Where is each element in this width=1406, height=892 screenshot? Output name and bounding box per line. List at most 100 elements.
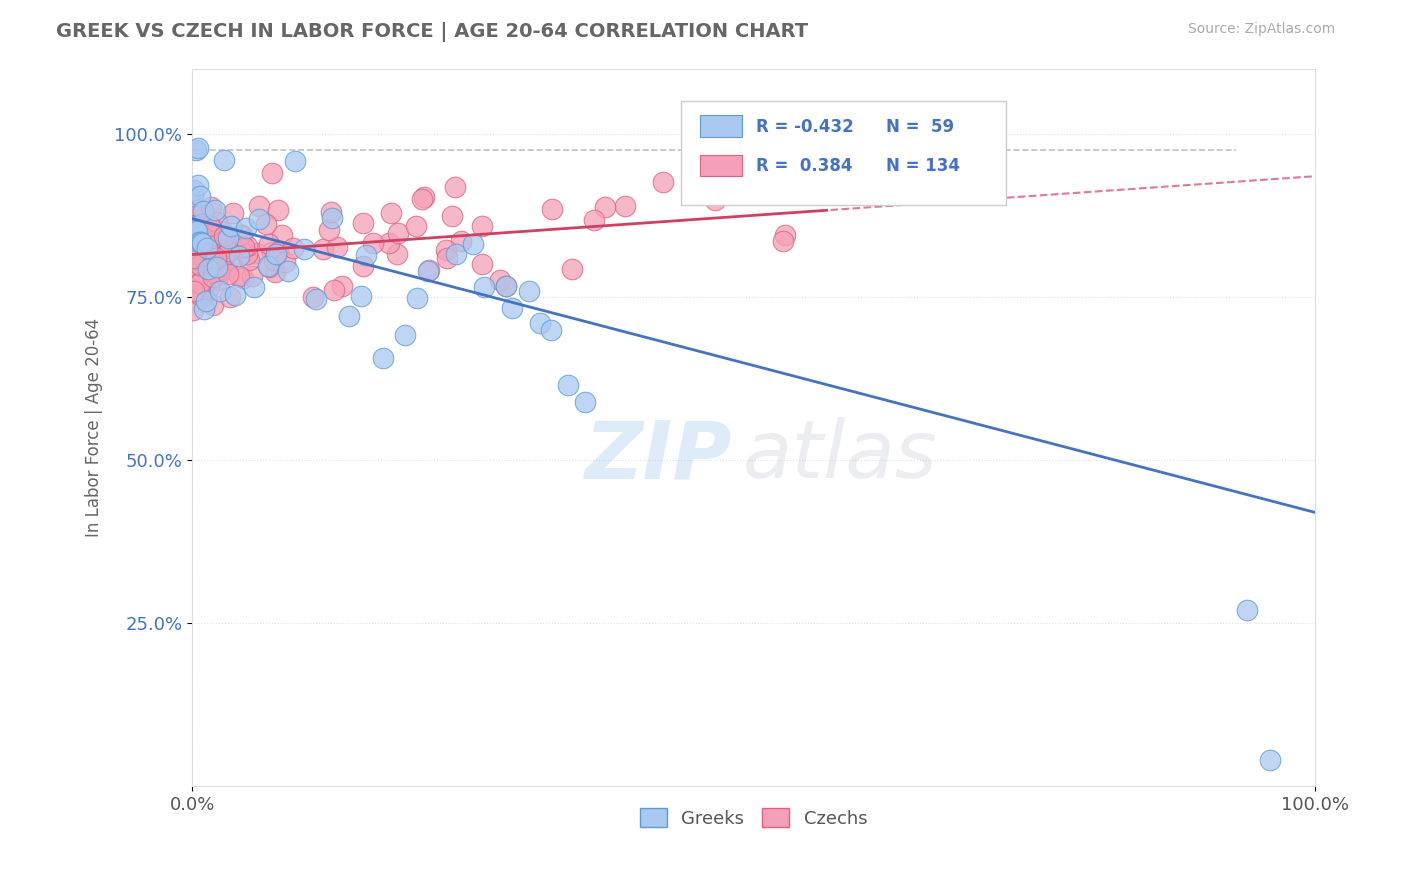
Point: [233, 240, 256, 254]
Point: [198, 216, 221, 230]
Point: [217, 267, 239, 281]
Point: [294, 242, 316, 256]
Point: [181, 303, 204, 318]
Point: [312, 242, 335, 256]
Point: [198, 218, 221, 232]
Point: [337, 309, 360, 323]
Point: [257, 260, 280, 275]
Point: [323, 283, 346, 297]
Point: [188, 288, 211, 302]
Point: [488, 273, 510, 287]
Point: [254, 218, 277, 232]
Point: [394, 328, 416, 343]
Point: [330, 279, 353, 293]
Point: [471, 219, 494, 234]
Point: [772, 234, 794, 248]
FancyBboxPatch shape: [681, 101, 1007, 205]
Point: [183, 218, 205, 232]
Point: [208, 260, 231, 274]
Point: [235, 247, 257, 261]
Point: [257, 259, 280, 273]
Point: [318, 223, 340, 237]
Point: [184, 206, 207, 220]
Point: [188, 252, 211, 266]
Point: [444, 247, 467, 261]
Point: [183, 284, 205, 298]
Point: [188, 239, 211, 253]
Point: [200, 251, 222, 265]
Point: [187, 276, 209, 290]
Point: [249, 212, 271, 227]
Point: [614, 199, 637, 213]
Point: [186, 233, 208, 247]
Point: [262, 244, 284, 259]
Text: R = -0.432: R = -0.432: [755, 118, 853, 136]
Point: [243, 280, 266, 294]
Point: [236, 239, 259, 253]
Point: [267, 245, 290, 260]
Bar: [700, 115, 742, 136]
Point: [222, 206, 245, 220]
Point: [200, 200, 222, 214]
Point: [184, 226, 207, 240]
Point: [495, 279, 517, 293]
Point: [205, 260, 228, 274]
Point: [704, 193, 727, 207]
Point: [202, 298, 225, 312]
Point: [217, 228, 239, 243]
Point: [582, 213, 605, 227]
Point: [197, 280, 219, 294]
Point: [184, 143, 207, 157]
Point: [228, 268, 250, 283]
Point: [195, 241, 218, 255]
Point: [405, 219, 427, 234]
Point: [440, 209, 463, 223]
Point: [191, 288, 214, 302]
Point: [183, 236, 205, 251]
Text: N = 134: N = 134: [886, 157, 960, 175]
Point: [232, 271, 254, 285]
Point: [247, 199, 270, 213]
Text: GREEK VS CZECH IN LABOR FORCE | AGE 20-64 CORRELATION CHART: GREEK VS CZECH IN LABOR FORCE | AGE 20-6…: [56, 22, 808, 42]
Point: [245, 245, 267, 260]
Point: [266, 247, 288, 261]
Point: [416, 264, 439, 278]
Text: N =  59: N = 59: [886, 118, 955, 136]
Point: [184, 223, 207, 237]
Point: [191, 278, 214, 293]
Point: [181, 189, 204, 203]
Point: [201, 270, 224, 285]
Point: [380, 206, 402, 220]
Point: [385, 247, 408, 261]
Point: [218, 241, 240, 255]
Point: [188, 252, 211, 267]
Point: [1258, 753, 1281, 767]
Point: [183, 183, 205, 197]
Point: [240, 269, 263, 284]
Point: [183, 240, 205, 254]
Point: [321, 211, 343, 225]
Point: [540, 323, 562, 337]
Point: [273, 254, 295, 268]
Point: [461, 236, 484, 251]
Point: [181, 249, 204, 263]
Point: [188, 277, 211, 291]
Point: [371, 351, 394, 365]
Point: [277, 264, 299, 278]
Point: [263, 252, 285, 267]
Point: [188, 259, 211, 273]
Point: [218, 244, 240, 259]
Point: [188, 260, 211, 275]
Point: [187, 235, 209, 249]
Point: [188, 250, 211, 264]
Point: [697, 181, 720, 195]
Point: [215, 239, 238, 253]
Point: [1236, 603, 1258, 617]
Point: [267, 203, 290, 218]
Point: [190, 235, 212, 249]
Point: [200, 261, 222, 276]
Point: [352, 216, 374, 230]
Point: [187, 141, 209, 155]
Legend: Greeks, Czechs: Greeks, Czechs: [633, 801, 875, 835]
Point: [529, 317, 551, 331]
